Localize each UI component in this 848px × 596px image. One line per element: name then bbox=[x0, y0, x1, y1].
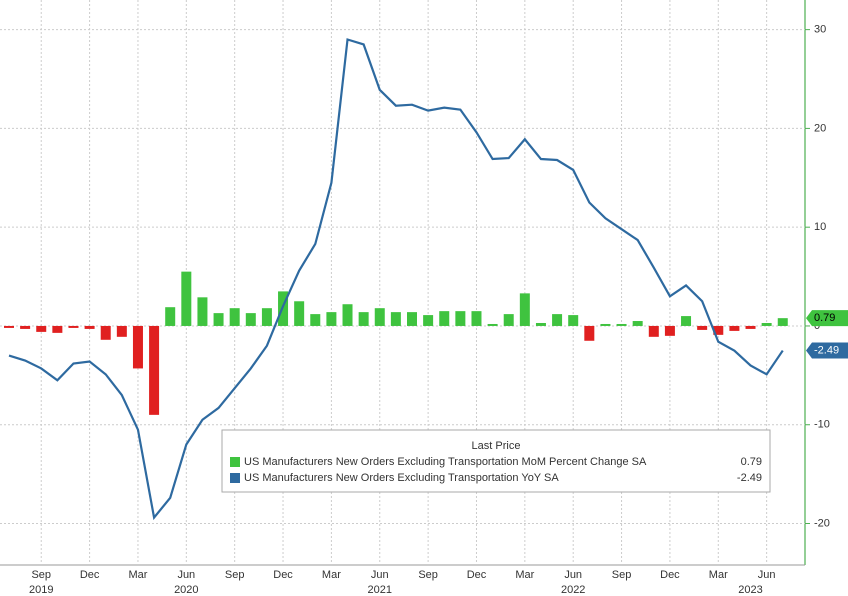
bar bbox=[116, 325, 127, 337]
bar bbox=[745, 325, 756, 329]
x-tick-label: Sep bbox=[612, 569, 632, 581]
x-tick-label: Mar bbox=[515, 569, 534, 581]
bar bbox=[68, 325, 79, 328]
bar bbox=[503, 314, 514, 326]
bar bbox=[197, 297, 208, 326]
bar bbox=[390, 312, 401, 326]
bar bbox=[648, 325, 659, 337]
bar bbox=[664, 325, 675, 336]
bar bbox=[407, 312, 417, 326]
x-tick-label: Dec bbox=[467, 569, 487, 581]
x-tick-label: Sep bbox=[418, 569, 438, 581]
x-tick-label: Mar bbox=[322, 569, 341, 581]
legend-swatch bbox=[230, 457, 240, 467]
x-year-label: 2020 bbox=[174, 584, 198, 596]
bar bbox=[181, 271, 192, 326]
bar bbox=[132, 325, 143, 369]
y-tick-label: -10 bbox=[814, 419, 830, 431]
legend-label: US Manufacturers New Orders Excluding Tr… bbox=[244, 456, 647, 468]
bar bbox=[552, 314, 563, 326]
y-tick-label: 10 bbox=[814, 221, 826, 233]
bar bbox=[261, 308, 272, 326]
bar bbox=[455, 311, 466, 326]
bar bbox=[310, 314, 321, 326]
last-value-label: -2.49 bbox=[814, 344, 839, 356]
bar bbox=[4, 325, 14, 328]
bar bbox=[149, 325, 160, 415]
x-tick-label: Sep bbox=[31, 569, 51, 581]
x-tick-label: Mar bbox=[128, 569, 147, 581]
x-tick-label: Jun bbox=[564, 569, 582, 581]
legend-value: 0.79 bbox=[741, 456, 762, 468]
legend-value: -2.49 bbox=[737, 472, 762, 484]
x-year-label: 2022 bbox=[561, 584, 585, 596]
bar bbox=[165, 307, 176, 326]
bar bbox=[777, 318, 788, 326]
y-tick-label: 30 bbox=[814, 24, 826, 36]
bar bbox=[713, 325, 724, 335]
x-tick-label: Dec bbox=[273, 569, 293, 581]
x-year-label: 2019 bbox=[29, 584, 53, 596]
x-tick-label: Jun bbox=[758, 569, 776, 581]
x-tick-label: Jun bbox=[371, 569, 389, 581]
legend-title: Last Price bbox=[472, 440, 521, 452]
x-tick-label: Dec bbox=[660, 569, 680, 581]
bar bbox=[487, 323, 498, 326]
bar bbox=[584, 325, 595, 341]
bar bbox=[681, 316, 692, 326]
bar bbox=[471, 311, 482, 326]
bar bbox=[439, 311, 450, 326]
bar bbox=[535, 322, 546, 326]
bar bbox=[326, 312, 337, 326]
x-tick-label: Sep bbox=[225, 569, 245, 581]
last-value-tag bbox=[806, 310, 848, 327]
bar bbox=[245, 313, 256, 326]
bar bbox=[616, 323, 627, 326]
bar bbox=[52, 325, 63, 333]
x-year-label: 2023 bbox=[738, 584, 762, 596]
bar bbox=[697, 325, 708, 330]
bar bbox=[84, 325, 95, 329]
line bbox=[8, 38, 784, 521]
bar bbox=[729, 325, 740, 331]
bar bbox=[632, 321, 643, 326]
bar bbox=[20, 325, 31, 329]
bar bbox=[100, 325, 111, 340]
bar bbox=[374, 308, 385, 326]
bar bbox=[294, 301, 305, 326]
bar bbox=[519, 293, 530, 326]
bar bbox=[213, 313, 224, 326]
bar bbox=[342, 304, 353, 326]
y-tick-label: -20 bbox=[814, 517, 830, 529]
x-tick-label: Dec bbox=[80, 569, 100, 581]
last-value-tag bbox=[806, 342, 848, 359]
legend-box bbox=[221, 429, 771, 493]
bar bbox=[358, 312, 369, 326]
x-tick-label: Mar bbox=[709, 569, 728, 581]
bar bbox=[36, 325, 47, 332]
legend-swatch bbox=[230, 473, 240, 483]
legend-label: US Manufacturers New Orders Excluding Tr… bbox=[244, 472, 559, 484]
last-value-label: 0.79 bbox=[814, 312, 835, 324]
bar bbox=[761, 322, 772, 326]
bar bbox=[423, 315, 434, 326]
bar bbox=[229, 308, 240, 326]
x-year-label: 2021 bbox=[368, 584, 392, 596]
y-tick-label: 20 bbox=[814, 122, 826, 134]
plot bbox=[0, 0, 805, 565]
bar bbox=[600, 323, 611, 326]
x-tick-label: Jun bbox=[177, 569, 195, 581]
bar bbox=[568, 315, 579, 326]
